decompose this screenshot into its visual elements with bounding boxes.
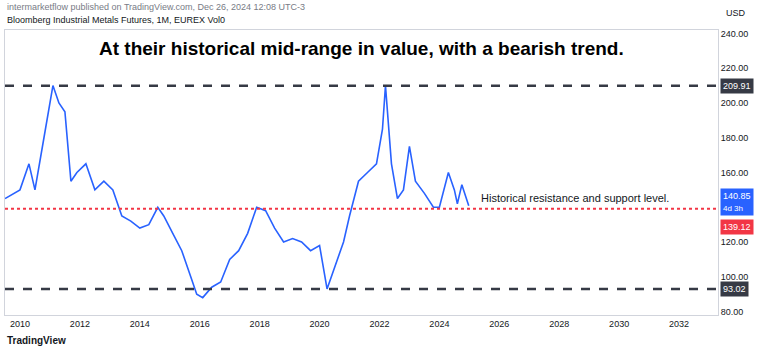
svg-text:180.00: 180.00 [721, 133, 749, 143]
svg-text:2010: 2010 [10, 319, 30, 329]
svg-text:120.00: 120.00 [721, 237, 749, 247]
svg-text:USD: USD [726, 8, 746, 18]
svg-text:2028: 2028 [549, 319, 569, 329]
svg-text:2024: 2024 [429, 319, 449, 329]
svg-text:160.00: 160.00 [721, 168, 749, 178]
svg-text:100.00: 100.00 [721, 272, 749, 282]
svg-text:2022: 2022 [369, 319, 389, 329]
svg-text:2018: 2018 [250, 319, 270, 329]
svg-text:2026: 2026 [489, 319, 509, 329]
svg-text:220.00: 220.00 [721, 63, 749, 73]
svg-text:2016: 2016 [190, 319, 210, 329]
svg-text:TradingView: TradingView [7, 335, 66, 346]
svg-text:Bloomberg Industrial Metals Fu: Bloomberg Industrial Metals Futures, 1M,… [7, 15, 225, 25]
svg-text:At their historical mid-range: At their historical mid-range in value, … [99, 38, 624, 59]
svg-text:2032: 2032 [669, 319, 689, 329]
svg-text:93.02: 93.02 [723, 284, 746, 294]
svg-text:intermarketflow published on T: intermarketflow published on TradingView… [7, 2, 305, 12]
svg-text:2012: 2012 [70, 319, 90, 329]
svg-text:2014: 2014 [130, 319, 150, 329]
svg-text:200.00: 200.00 [721, 98, 749, 108]
svg-text:2020: 2020 [310, 319, 330, 329]
svg-text:209.91: 209.91 [723, 81, 751, 91]
svg-text:240.00: 240.00 [721, 29, 749, 39]
svg-text:80.00: 80.00 [721, 307, 744, 317]
svg-text:Historical resistance and supp: Historical resistance and support level. [481, 192, 669, 204]
svg-text:2030: 2030 [609, 319, 629, 329]
svg-text:139.12: 139.12 [723, 222, 751, 232]
svg-text:140.854d 3h: 140.854d 3h [723, 191, 751, 213]
